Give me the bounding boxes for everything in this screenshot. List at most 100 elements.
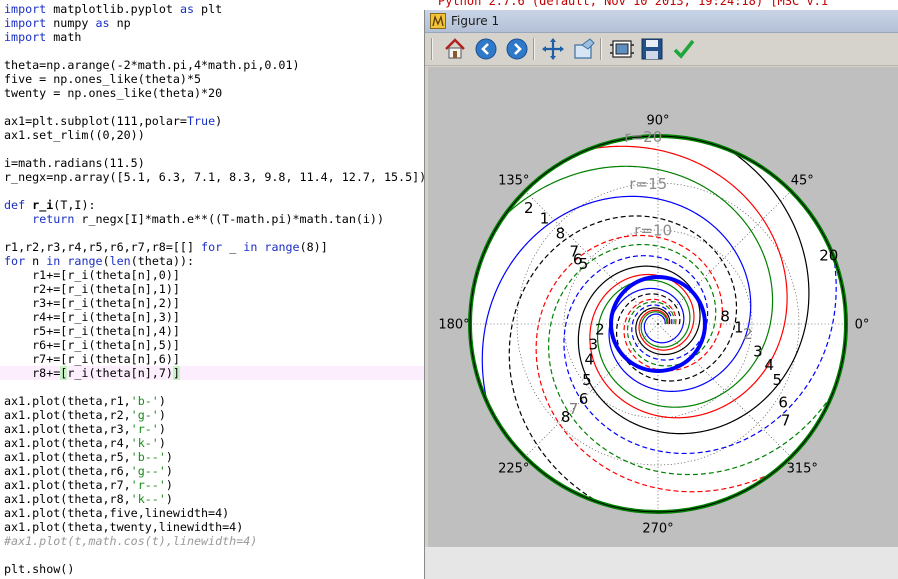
code-line[interactable]: ax1.plot(theta,r4,'k-') — [4, 436, 166, 450]
forward-arrow-icon — [506, 38, 528, 60]
angle-tick-label: 45° — [791, 173, 814, 188]
code-line[interactable]: r2+=[r_i(theta[n],1)] — [4, 282, 180, 296]
code-line[interactable]: ax1.plot(theta,r2,'g-') — [4, 408, 166, 422]
code-line[interactable]: ax1.plot(theta,r8,'k--') — [4, 492, 173, 506]
figure-title: Figure 1 — [451, 14, 500, 28]
code-line[interactable]: plt.show() — [4, 562, 75, 576]
code-line[interactable]: def r_i(T,I): — [4, 198, 96, 212]
curve-label: 3 — [589, 335, 599, 353]
angle-tick-label: 0° — [855, 318, 870, 333]
polar-axes-frame — [469, 135, 847, 513]
spiral-series-bdashdash — [563, 255, 837, 455]
code-line[interactable]: twenty = np.ones_like(theta)*20 — [4, 86, 223, 100]
code-line[interactable]: r7+=[r_i(theta[n],6)] — [4, 352, 180, 366]
pan-icon — [542, 38, 564, 60]
radial-tick-label: r=15 — [629, 175, 667, 193]
checkmark-icon — [673, 39, 695, 59]
code-line[interactable]: ax1.plot(theta,r5,'b--') — [4, 450, 173, 464]
matplotlib-logo-icon — [430, 13, 446, 29]
code-line[interactable]: r8+=[r_i(theta[n],7)] — [0, 366, 428, 380]
curve-label: 5 — [772, 371, 782, 389]
pan-button[interactable] — [540, 36, 566, 62]
curve-label: 7 — [569, 400, 579, 418]
angle-tick-label: 270° — [642, 522, 673, 537]
curve-label: 8 — [556, 224, 566, 242]
angular-gridline — [524, 323, 659, 458]
code-line[interactable]: r3+=[r_i(theta[n],2)] — [4, 296, 180, 310]
code-line[interactable]: ax1.plot(theta,r1,'b-') — [4, 394, 166, 408]
radial-gridline — [563, 229, 753, 419]
figure-status-bar — [425, 547, 898, 579]
angular-gridline — [524, 190, 659, 325]
curve-label: 1 — [540, 210, 550, 228]
angle-tick-label: 135° — [498, 173, 529, 188]
code-line[interactable]: ax1.plot(theta,five,linewidth=4) — [4, 506, 230, 520]
angle-tick-label: 180° — [438, 318, 469, 333]
curve-label: 4 — [585, 350, 595, 368]
curve-label: 2 — [524, 199, 534, 217]
figure-titlebar[interactable]: Figure 1 — [425, 10, 898, 33]
angular-gridline — [657, 190, 792, 325]
code-line[interactable]: return r_negx[I]*math.e**((T-math.pi)*ma… — [32, 212, 384, 226]
curve-label: 20 — [819, 246, 838, 264]
curve-label: 2 — [743, 325, 753, 343]
curve-label: 5 — [582, 371, 592, 389]
code-line[interactable]: r6+=[r_i(theta[n],5)] — [4, 338, 180, 352]
curve-label: 7 — [570, 243, 580, 261]
code-line[interactable]: import numpy as np — [4, 16, 131, 30]
code-line[interactable]: import matplotlib.pyplot as plt — [4, 2, 223, 16]
zoom-button[interactable] — [571, 36, 597, 62]
spiral-series-rdash — [589, 145, 788, 419]
code-line[interactable]: r_negx=np.array([5.1, 6.3, 7.1, 8.3, 9.8… — [4, 170, 427, 184]
code-line[interactable]: ax1.plot(theta,r3,'r-') — [4, 422, 166, 436]
code-line[interactable]: import math — [4, 30, 82, 44]
code-line[interactable]: ax1=plt.subplot(111,polar=True) — [4, 114, 223, 128]
code-line[interactable]: r4+=[r_i(theta[n],3)] — [4, 310, 180, 324]
toolbar-separator — [533, 38, 535, 60]
curve-label: 3 — [753, 342, 763, 360]
save-icon — [641, 38, 663, 60]
code-line[interactable]: r5+=[r_i(theta[n],4)] — [4, 324, 180, 338]
back-button[interactable] — [473, 36, 499, 62]
radial-tick-label: r=20 — [624, 128, 662, 146]
toolbar-separator — [431, 38, 433, 60]
code-line[interactable]: five = np.ones_like(theta)*5 — [4, 72, 202, 86]
polar-chart: 0° 45° 90° 135° 180° 225° 270° 315° r=10 r=15 r=20… — [438, 114, 870, 537]
python-shell-window: Python 2.7.6 (default, Nov 10 2013, 19:2… — [428, 0, 898, 12]
radial-gridline — [516, 182, 800, 466]
curve-label: 6 — [579, 390, 589, 408]
circle-r-5 — [609, 275, 707, 373]
toolbar-separator — [600, 38, 602, 60]
edit-axes-button[interactable] — [671, 36, 697, 62]
subplots-icon — [610, 40, 634, 58]
code-line[interactable]: r1,r2,r3,r4,r5,r6,r7,r8=[[] for _ in ran… — [4, 240, 328, 254]
code-line[interactable]: r1+=[r_i(theta[n],0)] — [4, 268, 180, 282]
curve-label: 4 — [765, 356, 775, 374]
code-editor[interactable]: import matplotlib.pyplot as plt import nu… — [0, 0, 428, 579]
save-button[interactable] — [639, 36, 665, 62]
back-arrow-icon — [475, 38, 497, 60]
code-line[interactable]: theta=np.arange(-2*math.pi,4*math.pi,0.0… — [4, 58, 300, 72]
code-line[interactable]: ax1.plot(theta,r6,'g--') — [4, 464, 173, 478]
figure-window: Figure 1 — [424, 10, 898, 579]
angle-tick-label: 315° — [787, 462, 818, 477]
home-button[interactable] — [442, 36, 468, 62]
configure-subplots-button[interactable] — [609, 36, 635, 62]
zoom-rect-icon — [574, 38, 595, 59]
forward-button[interactable] — [504, 36, 530, 62]
code-line[interactable]: ax1.plot(theta,r7,'r--') — [4, 478, 173, 492]
curve-label: 8 — [561, 408, 571, 426]
angle-tick-label: 225° — [498, 462, 529, 477]
radial-tick-label: r=10 — [634, 222, 672, 240]
code-line[interactable]: ax1.set_rlim((0,20)) — [4, 128, 145, 142]
angle-tick-label: 90° — [646, 114, 669, 129]
figure-canvas[interactable]: 0° 45° 90° 135° 180° 225° 270° 315° r=10 r=15 r=20… — [428, 67, 898, 547]
spiral-series-bdash — [481, 195, 752, 403]
code-line[interactable]: for n in range(len(theta)): — [4, 254, 195, 268]
curve-label: 1 — [734, 318, 744, 336]
curve-label: 7 — [781, 412, 791, 430]
home-icon — [445, 38, 465, 59]
code-line[interactable]: #ax1.plot(t,math.cos(t),linewidth=4) — [4, 534, 258, 548]
code-line[interactable]: ax1.plot(theta,twenty,linewidth=4) — [4, 520, 244, 534]
code-line[interactable]: i=math.radians(11.5) — [4, 156, 145, 170]
